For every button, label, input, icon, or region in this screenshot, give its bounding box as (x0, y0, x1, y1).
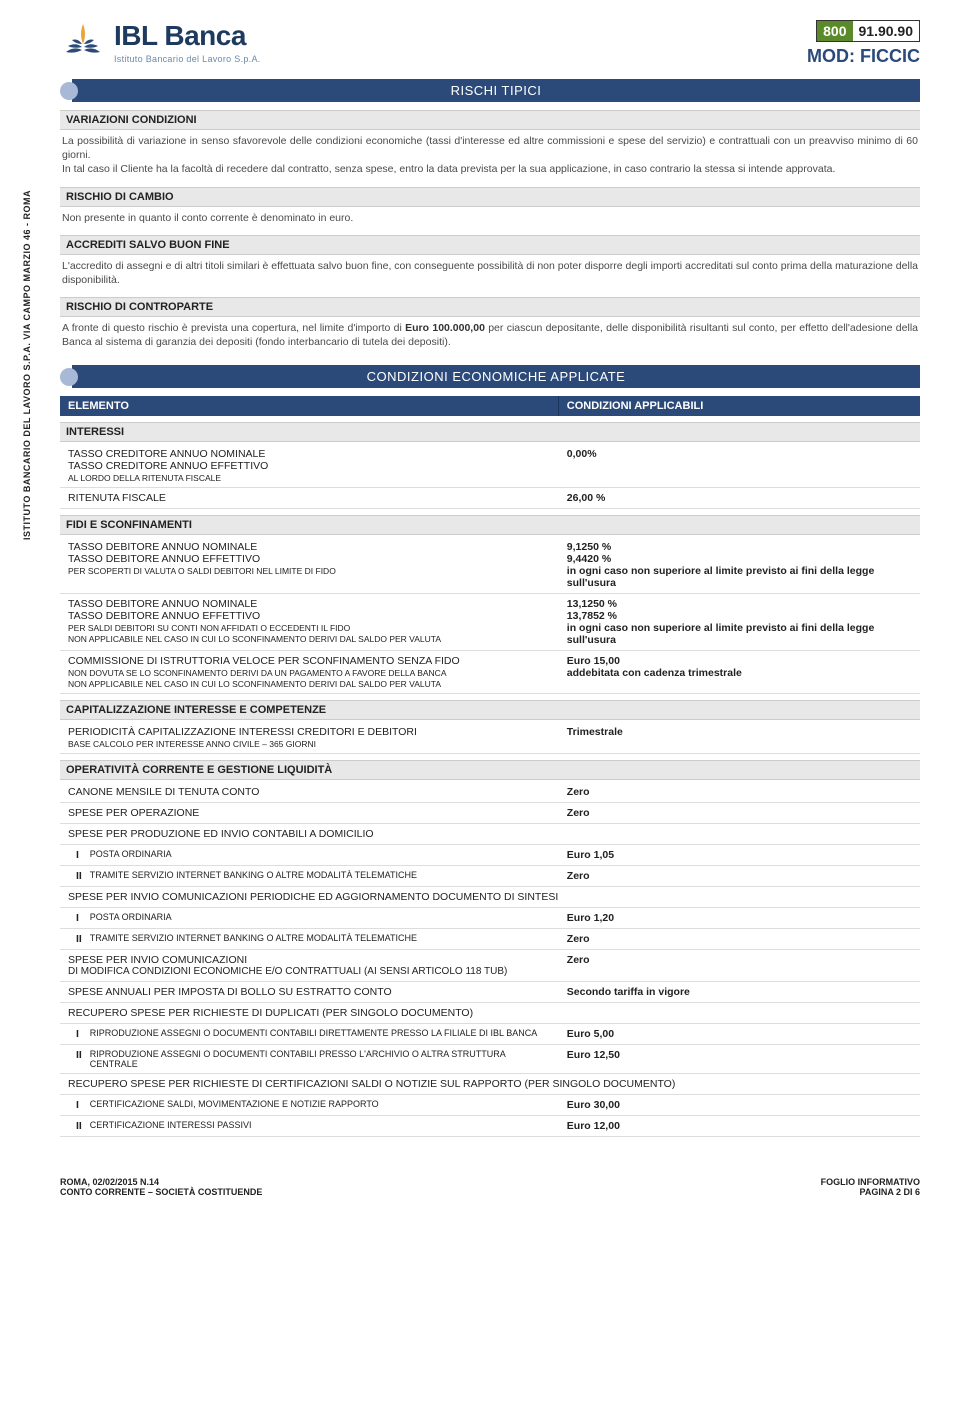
phone-badge: 800 91.90.90 (816, 20, 920, 42)
table-row: IITRAMITE SERVIZIO INTERNET BANKING O AL… (60, 929, 920, 950)
side-address: ISTITUTO BANCARIO DEL LAVORO S.P.A. VIA … (22, 190, 32, 540)
logo-block: IBL Banca Istituto Bancario del Lavoro S… (60, 20, 261, 64)
table-row: IRIPRODUZIONE ASSEGNI O DOCUMENTI CONTAB… (60, 1024, 920, 1045)
para-cambio: Non presente in quanto il conto corrente… (60, 209, 920, 229)
table-row: SPESE PER INVIO COMUNICAZIONI PERIODICHE… (60, 887, 920, 908)
phone-prefix: 800 (817, 21, 852, 41)
section-interessi: INTERESSI (60, 422, 920, 442)
banner-rischi: RISCHI TIPICI (60, 79, 920, 102)
para-variazioni: La possibilità di variazione in senso sf… (60, 132, 920, 181)
footer-type: FOGLIO INFORMATIVO (821, 1177, 920, 1187)
page-footer: ROMA, 02/02/2015 N.14 CONTO CORRENTE – S… (60, 1177, 920, 1197)
banner-rischi-title: RISCHI TIPICI (72, 79, 920, 102)
table-row: IITRAMITE SERVIZIO INTERNET BANKING O AL… (60, 866, 920, 887)
heading-variazioni: VARIAZIONI CONDIZIONI (60, 110, 920, 130)
logo-title: IBL Banca (114, 20, 261, 52)
table-row: TASSO DEBITORE ANNUO NOMINALE TASSO DEBI… (60, 594, 920, 651)
mod-code: MOD: FICCIC (807, 46, 920, 67)
table-row: ICERTIFICAZIONE SALDI, MOVIMENTAZIONE E … (60, 1095, 920, 1116)
table-row: TASSO CREDITORE ANNUO NOMINALE TASSO CRE… (60, 444, 920, 488)
heading-cambio: RISCHIO DI CAMBIO (60, 187, 920, 207)
banner-condizioni: CONDIZIONI ECONOMICHE APPLICATE (60, 365, 920, 388)
table-row: SPESE PER INVIO COMUNICAZIONI DI MODIFIC… (60, 950, 920, 982)
section-capitalizzazione: CAPITALIZZAZIONE INTERESSE E COMPETENZE (60, 700, 920, 720)
table-row: SPESE ANNUALI PER IMPOSTA DI BOLLO SU ES… (60, 982, 920, 1003)
table-row: TASSO DEBITORE ANNUO NOMINALE TASSO DEBI… (60, 537, 920, 594)
col-elemento: ELEMENTO (60, 396, 559, 416)
para-controparte: A fronte di questo rischio è prevista un… (60, 319, 920, 353)
footer-date: ROMA, 02/02/2015 N.14 (60, 1177, 159, 1187)
footer-page: PAGINA 2 DI 6 (859, 1187, 920, 1197)
table-row: IPOSTA ORDINARIAEuro 1,05 (60, 845, 920, 866)
footer-doc: CONTO CORRENTE – SOCIETÀ COSTITUENDE (60, 1187, 262, 1197)
phone-number: 91.90.90 (853, 21, 920, 41)
banner-condizioni-title: CONDIZIONI ECONOMICHE APPLICATE (72, 365, 920, 388)
heading-controparte: RISCHIO DI CONTROPARTE (60, 297, 920, 317)
logo-icon (60, 22, 106, 62)
table-row: RECUPERO SPESE PER RICHIESTE DI DUPLICAT… (60, 1003, 920, 1024)
section-operativita: OPERATIVITÀ CORRENTE E GESTIONE LIQUIDIT… (60, 760, 920, 780)
col-condizioni: CONDIZIONI APPLICABILI (559, 396, 920, 416)
table-row: RECUPERO SPESE PER RICHIESTE DI CERTIFIC… (60, 1074, 920, 1095)
table-row: COMMISSIONE DI ISTRUTTORIA VELOCE PER SC… (60, 651, 920, 694)
table-row: PERIODICITÀ CAPITALIZZAZIONE INTERESSI C… (60, 722, 920, 754)
section-fidi: FIDI E SCONFINAMENTI (60, 515, 920, 535)
heading-accrediti: ACCREDITI SALVO BUON FINE (60, 235, 920, 255)
logo-subtitle: Istituto Bancario del Lavoro S.p.A. (114, 54, 261, 64)
table-row: IPOSTA ORDINARIAEuro 1,20 (60, 908, 920, 929)
table-row: IIRIPRODUZIONE ASSEGNI O DOCUMENTI CONTA… (60, 1045, 920, 1074)
para-accrediti: L'accredito di assegni e di altri titoli… (60, 257, 920, 291)
table-row: SPESE PER OPERAZIONE Zero (60, 803, 920, 824)
table-header: ELEMENTO CONDIZIONI APPLICABILI (60, 396, 920, 416)
table-row: RITENUTA FISCALE 26,00 % (60, 488, 920, 509)
table-row: SPESE PER PRODUZIONE ED INVIO CONTABILI … (60, 824, 920, 845)
table-row: IICERTIFICAZIONE INTERESSI PASSIVIEuro 1… (60, 1116, 920, 1137)
page-header: IBL Banca Istituto Bancario del Lavoro S… (60, 20, 920, 67)
table-row: CANONE MENSILE DI TENUTA CONTO Zero (60, 782, 920, 803)
